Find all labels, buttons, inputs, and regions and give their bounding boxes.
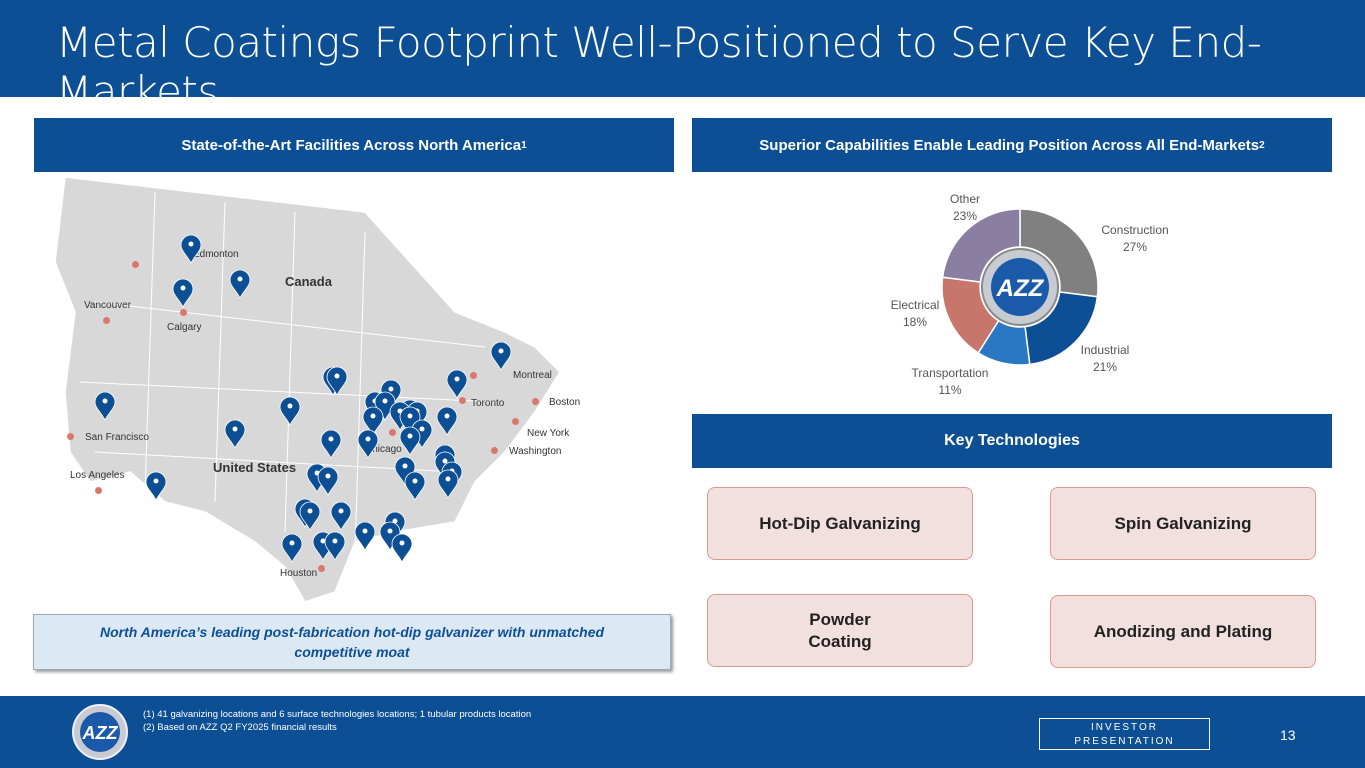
location-pin-icon <box>354 521 376 551</box>
location-pin-icon <box>180 234 202 264</box>
tech-spin-galvanizing: Spin Galvanizing <box>1050 487 1316 560</box>
location-pin-icon <box>224 419 246 449</box>
location-pin-icon <box>357 429 379 459</box>
city-dot <box>532 398 539 405</box>
location-pin-icon <box>320 429 342 459</box>
location-pin-icon <box>436 406 458 436</box>
location-pin-icon <box>229 269 251 299</box>
city-dot <box>103 317 110 324</box>
moat-callout: North America’s leading post-fabrication… <box>33 614 671 670</box>
tech-powder-coating: Powder Coating <box>707 594 973 667</box>
location-pin-icon <box>281 533 303 563</box>
location-pin-icon <box>317 466 339 496</box>
location-pin-icon <box>324 531 346 561</box>
facilities-header: State-of-the-Art Facilities Across North… <box>34 118 674 172</box>
footnotes: (1) 41 galvanizing locations and 6 surfa… <box>143 708 531 734</box>
city-label: Toronto <box>471 398 505 409</box>
city-dot <box>459 397 466 404</box>
city-label: Vancouver <box>84 300 132 311</box>
label-united-states: United States <box>213 460 297 475</box>
city-dot <box>95 487 102 494</box>
city-dot <box>67 433 74 440</box>
location-pin-icon <box>437 469 459 499</box>
location-pin-icon <box>404 471 426 501</box>
svg-text:AZZ: AZZ <box>996 275 1045 302</box>
location-pin-icon <box>172 278 194 308</box>
city-dot <box>491 447 498 454</box>
location-pin-icon <box>490 341 512 371</box>
slice-other <box>941 208 1021 283</box>
city-dot <box>470 372 477 379</box>
city-label: Calgary <box>167 322 202 333</box>
footer: AZZ <box>0 696 1365 768</box>
city-label: Edmonton <box>193 249 239 260</box>
footnote-1: (1) 41 galvanizing locations and 6 surfa… <box>143 709 532 720</box>
city-label: Boston <box>549 397 581 408</box>
city-label: New York <box>527 428 570 439</box>
city-label: Houston <box>280 568 318 579</box>
slice-label-construction: Construction 27% <box>1101 223 1169 254</box>
city-label: Los Angeles <box>70 470 125 481</box>
city-dot <box>512 418 519 425</box>
slice-construction <box>1019 208 1099 298</box>
north-america-map: Canada United States Edmonton Vancouver Ca… <box>35 172 675 612</box>
location-pin-icon <box>399 426 421 456</box>
city-dot <box>132 261 139 268</box>
footnote-ref: 2 <box>1259 139 1265 151</box>
location-pin-icon <box>299 501 321 531</box>
slice-label-electrical: Electrical 18% <box>890 298 940 329</box>
footnote-ref: 1 <box>521 139 527 151</box>
city-label: Chicago <box>365 444 402 455</box>
facilities-header-text: State-of-the-Art Facilities Across North… <box>181 136 522 154</box>
city-label: Montreal <box>513 370 552 381</box>
page-number: 13 <box>1280 727 1296 743</box>
slice-label-industrial: Industrial 21% <box>1080 343 1130 374</box>
location-pin-icon <box>330 501 352 531</box>
svg-text:AZZ: AZZ <box>82 723 119 743</box>
page-title: Metal Coatings Footprint Well-Positioned… <box>56 18 1262 116</box>
footnote-2: (2) Based on AZZ Q2 FY2025 financial res… <box>143 722 337 733</box>
location-pin-icon <box>279 396 301 426</box>
tech-hot-dip-galvanizing: Hot-Dip Galvanizing <box>707 487 973 560</box>
label-canada: Canada <box>285 274 332 289</box>
location-pin-icon <box>94 391 116 421</box>
location-pin-icon <box>145 471 167 501</box>
location-pin-icon <box>362 406 384 436</box>
city-dot <box>318 565 325 572</box>
tech-anodizing-plating: Anodizing and Plating <box>1050 595 1316 668</box>
slice-label-other: Other 23% <box>949 192 980 223</box>
end-market-donut-chart: AZZ <box>941 208 1099 366</box>
city-dot <box>389 429 396 436</box>
key-technologies-header: Key Technologies <box>692 414 1332 468</box>
azz-logo: AZZ <box>72 704 128 760</box>
azz-logo-center: AZZ <box>981 248 1059 326</box>
city-label: San Francisco <box>85 432 149 443</box>
title-bar: Metal Coatings Footprint Well-Positioned… <box>0 0 1365 116</box>
location-pin-icon <box>391 533 413 563</box>
location-pin-icon <box>446 369 468 399</box>
city-label: Washington <box>509 446 562 457</box>
investor-presentation-badge: INVESTOR PRESENTATION <box>1039 718 1210 750</box>
end-markets-header-text: Superior Capabilities Enable Leading Pos… <box>759 136 1260 154</box>
end-markets-header: Superior Capabilities Enable Leading Pos… <box>692 118 1332 172</box>
city-dot <box>180 309 187 316</box>
slice-label-transportation: Transportation 11% <box>911 366 989 397</box>
location-pin-icon <box>326 366 348 396</box>
